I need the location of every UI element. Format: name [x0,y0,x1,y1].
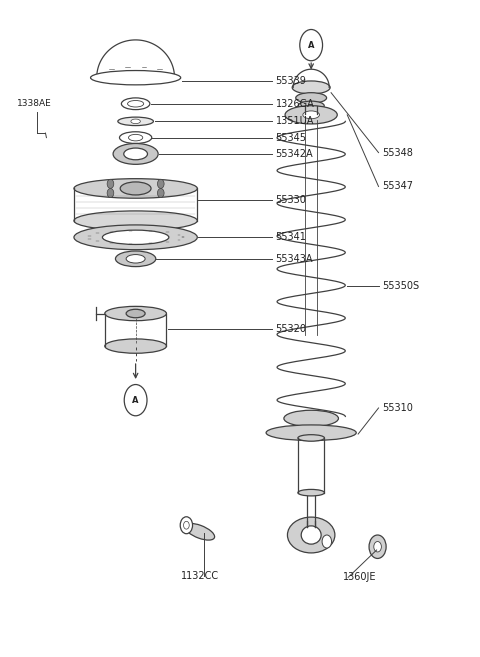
Ellipse shape [105,339,167,353]
Ellipse shape [185,524,215,540]
Ellipse shape [102,230,169,244]
Text: 55345: 55345 [276,133,307,143]
Ellipse shape [298,435,324,442]
Text: 55342A: 55342A [276,149,313,159]
Circle shape [107,189,114,198]
Text: 55330: 55330 [276,195,306,205]
Ellipse shape [118,117,154,125]
Circle shape [157,179,164,189]
Circle shape [300,30,323,60]
Ellipse shape [126,254,145,263]
Ellipse shape [305,111,317,116]
Ellipse shape [266,425,356,441]
Ellipse shape [121,98,150,110]
Ellipse shape [129,135,143,141]
Circle shape [183,521,189,529]
Ellipse shape [284,410,338,426]
Ellipse shape [288,517,335,553]
Text: A: A [132,396,139,405]
Text: 1360JE: 1360JE [343,572,377,582]
Circle shape [157,189,164,198]
Text: 55339: 55339 [276,76,306,86]
Text: 55341: 55341 [276,233,306,242]
Ellipse shape [120,132,152,143]
Text: 55350S: 55350S [383,281,420,291]
Ellipse shape [285,106,337,124]
Ellipse shape [74,211,197,231]
Text: 55347: 55347 [383,181,413,191]
Circle shape [322,535,332,548]
Text: 55320: 55320 [276,323,307,334]
Ellipse shape [74,179,197,198]
Ellipse shape [303,111,320,119]
Ellipse shape [131,119,140,124]
Text: 1326GA: 1326GA [276,99,314,109]
Text: 1132CC: 1132CC [180,571,219,581]
Ellipse shape [298,101,324,110]
Ellipse shape [91,70,180,85]
Text: 55348: 55348 [383,148,413,158]
Ellipse shape [74,225,197,250]
Circle shape [124,384,147,416]
Ellipse shape [292,81,330,94]
Ellipse shape [128,101,144,107]
Ellipse shape [296,93,326,103]
Ellipse shape [105,306,167,321]
Text: 1351UA: 1351UA [276,116,314,126]
Ellipse shape [116,251,156,267]
Ellipse shape [113,143,158,164]
Circle shape [374,541,382,552]
Text: 55310: 55310 [383,403,413,413]
Circle shape [180,517,192,533]
Text: 1338AE: 1338AE [17,99,52,108]
Circle shape [107,179,114,189]
Ellipse shape [124,148,147,160]
Ellipse shape [301,526,321,544]
Text: 55343A: 55343A [276,254,313,264]
Circle shape [369,535,386,558]
Ellipse shape [120,182,151,195]
Ellipse shape [126,309,145,318]
Text: A: A [308,41,314,50]
Ellipse shape [298,489,324,496]
